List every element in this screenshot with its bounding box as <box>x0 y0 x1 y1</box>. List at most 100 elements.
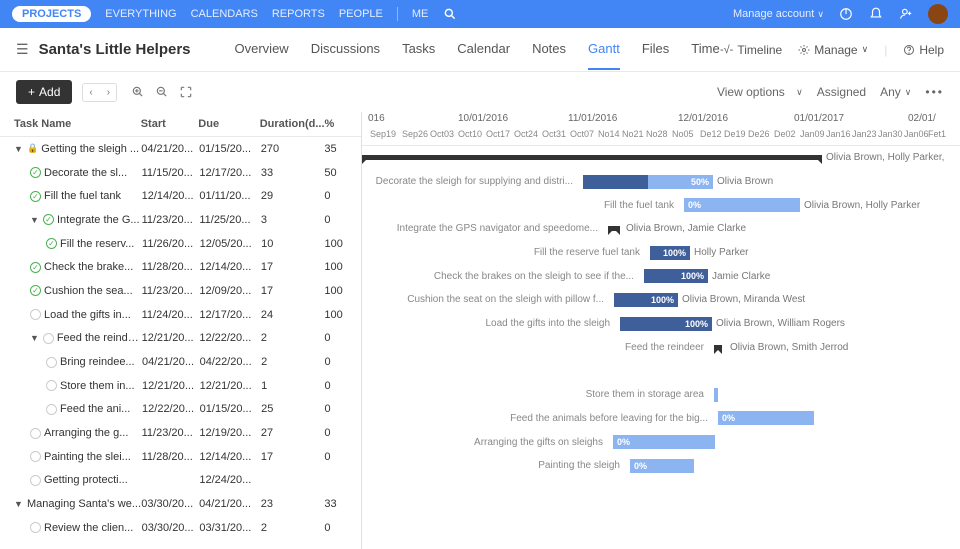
task-row[interactable]: Store them in...12/21/20...12/21/20...10 <box>0 374 361 398</box>
task-row[interactable]: Feed the ani...12/22/20...01/15/20...250 <box>0 398 361 422</box>
check-icon[interactable] <box>30 285 41 296</box>
parent-bar[interactable] <box>362 155 822 160</box>
task-bar[interactable]: 0% <box>613 435 715 449</box>
nav-people[interactable]: PEOPLE <box>339 8 383 20</box>
task-row[interactable]: ▼Feed the reinde...12/21/20...12/22/20..… <box>0 327 361 351</box>
tab-time[interactable]: Time <box>691 29 719 70</box>
check-icon[interactable] <box>30 522 41 533</box>
col-name[interactable]: Task Name <box>14 118 141 130</box>
check-icon[interactable] <box>30 167 41 178</box>
expand-icon[interactable] <box>179 85 193 99</box>
check-icon[interactable] <box>30 309 41 320</box>
check-icon[interactable] <box>43 214 54 225</box>
task-row[interactable]: ▼Managing Santa's we...03/30/20...04/21/… <box>0 492 361 516</box>
tab-files[interactable]: Files <box>642 29 669 70</box>
tab-notes[interactable]: Notes <box>532 29 566 70</box>
check-icon[interactable] <box>46 380 57 391</box>
caret-icon[interactable]: ▼ <box>14 144 24 154</box>
task-bar[interactable] <box>714 388 718 402</box>
check-icon[interactable] <box>46 357 57 368</box>
nav-me[interactable]: ME <box>412 8 429 20</box>
zoom-out-icon[interactable] <box>155 85 169 99</box>
task-row[interactable]: Fill the fuel tank12/14/20...01/11/20...… <box>0 184 361 208</box>
gantt-row[interactable]: Fill the reserve fuel tank100%Holly Park… <box>362 241 960 265</box>
task-row[interactable]: Check the brake...11/28/20...12/14/20...… <box>0 255 361 279</box>
task-row[interactable]: Bring reindee...04/21/20...04/22/20...20 <box>0 350 361 374</box>
task-bar[interactable]: 0% <box>630 459 694 473</box>
gantt-row[interactable]: Check the brakes on the sleigh to see if… <box>362 264 960 288</box>
add-user-icon[interactable] <box>898 6 914 22</box>
task-row[interactable]: Load the gifts in...11/24/20...12/17/20.… <box>0 303 361 327</box>
timeline-button[interactable]: -√- Timeline <box>720 43 782 57</box>
col-due[interactable]: Due <box>198 118 259 130</box>
caret-icon[interactable]: ▼ <box>14 499 24 509</box>
check-icon[interactable] <box>30 475 41 486</box>
check-icon[interactable] <box>30 451 41 462</box>
task-row[interactable]: Painting the slei...11/28/20...12/14/20.… <box>0 445 361 469</box>
col-duration[interactable]: Duration(d... <box>260 118 325 130</box>
col-pct[interactable]: % <box>325 118 361 130</box>
caret-icon[interactable]: ▼ <box>30 215 40 225</box>
check-icon[interactable] <box>46 238 57 249</box>
power-icon[interactable] <box>838 6 854 22</box>
task-row[interactable]: Arranging the g...11/23/20...12/19/20...… <box>0 421 361 445</box>
gantt-row[interactable]: Olivia Brown, Holly Parker, <box>362 146 960 170</box>
add-button[interactable]: + Add <box>16 80 72 104</box>
next-arrow[interactable]: › <box>101 84 116 101</box>
gantt-row[interactable] <box>362 359 960 383</box>
tab-discussions[interactable]: Discussions <box>311 29 380 70</box>
tab-calendar[interactable]: Calendar <box>457 29 510 70</box>
more-icon[interactable]: ••• <box>925 85 944 99</box>
check-icon[interactable] <box>30 428 41 439</box>
task-row[interactable]: Cushion the sea...11/23/20...12/09/20...… <box>0 279 361 303</box>
caret-icon[interactable]: ▼ <box>30 333 40 343</box>
task-row[interactable]: Decorate the sl...11/15/20...12/17/20...… <box>0 161 361 185</box>
nav-reports[interactable]: REPORTS <box>272 8 325 20</box>
zoom-in-icon[interactable] <box>131 85 145 99</box>
gantt-row[interactable]: Feed the animals before leaving for the … <box>362 407 960 431</box>
task-bar[interactable]: 100% <box>644 269 708 283</box>
tab-overview[interactable]: Overview <box>235 29 289 70</box>
gantt-row[interactable]: Arranging the gifts on sleighs0% <box>362 430 960 454</box>
tab-tasks[interactable]: Tasks <box>402 29 435 70</box>
task-bar[interactable]: 0% <box>718 411 814 425</box>
any-dropdown[interactable]: Any ∨ <box>880 85 911 99</box>
tab-gantt[interactable]: Gantt <box>588 29 620 70</box>
search-icon[interactable] <box>442 6 458 22</box>
gantt-row[interactable]: Decorate the sleigh for supplying and di… <box>362 170 960 194</box>
check-icon[interactable] <box>46 404 57 415</box>
view-options-dropdown[interactable]: View options ∨ <box>717 85 803 99</box>
gantt-row[interactable]: Painting the sleigh0% <box>362 454 960 478</box>
check-icon[interactable] <box>30 262 41 273</box>
task-row[interactable]: ▼Integrate the G...11/23/20...11/25/20..… <box>0 208 361 232</box>
check-icon[interactable] <box>30 191 41 202</box>
task-row[interactable]: Getting protecti...12/24/20... <box>0 469 361 493</box>
task-bar[interactable]: 100% <box>614 293 678 307</box>
task-row[interactable]: ▼🔒Getting the sleigh ...04/21/20...01/15… <box>0 137 361 161</box>
parent-bar[interactable] <box>608 226 620 231</box>
hamburger-icon[interactable]: ☰ <box>16 41 29 58</box>
col-start[interactable]: Start <box>141 118 199 130</box>
nav-everything[interactable]: EVERYTHING <box>105 8 176 20</box>
task-row[interactable]: Fill the reserv...11/26/20...12/05/20...… <box>0 232 361 256</box>
help-button[interactable]: Help <box>903 43 944 57</box>
avatar[interactable] <box>928 4 948 24</box>
task-bar[interactable]: 100% <box>650 246 690 260</box>
manage-dropdown[interactable]: Manage ∨ <box>798 43 868 57</box>
gantt-row[interactable]: Feed the reindeerOlivia Brown, Smith Jer… <box>362 336 960 360</box>
task-bar[interactable]: 50% <box>583 175 713 189</box>
gantt-row[interactable]: Store them in storage area <box>362 383 960 407</box>
manage-account-dropdown[interactable]: Manage account ∨ <box>733 8 824 20</box>
nav-calendars[interactable]: CALENDARS <box>191 8 258 20</box>
gantt-row[interactable]: Fill the fuel tank0%Olivia Brown, Holly … <box>362 193 960 217</box>
bell-icon[interactable] <box>868 6 884 22</box>
gantt-row[interactable]: Load the gifts into the sleigh100%Olivia… <box>362 312 960 336</box>
gantt-row[interactable]: Integrate the GPS navigator and speedome… <box>362 217 960 241</box>
task-bar[interactable]: 100% <box>620 317 712 331</box>
check-icon[interactable] <box>43 333 54 344</box>
parent-bar[interactable] <box>714 345 722 350</box>
prev-arrow[interactable]: ‹ <box>83 84 98 101</box>
gantt-row[interactable]: Cushion the seat on the sleigh with pill… <box>362 288 960 312</box>
task-row[interactable]: Review the clien...03/30/20...03/31/20..… <box>0 516 361 540</box>
nav-projects[interactable]: PROJECTS <box>12 6 91 22</box>
